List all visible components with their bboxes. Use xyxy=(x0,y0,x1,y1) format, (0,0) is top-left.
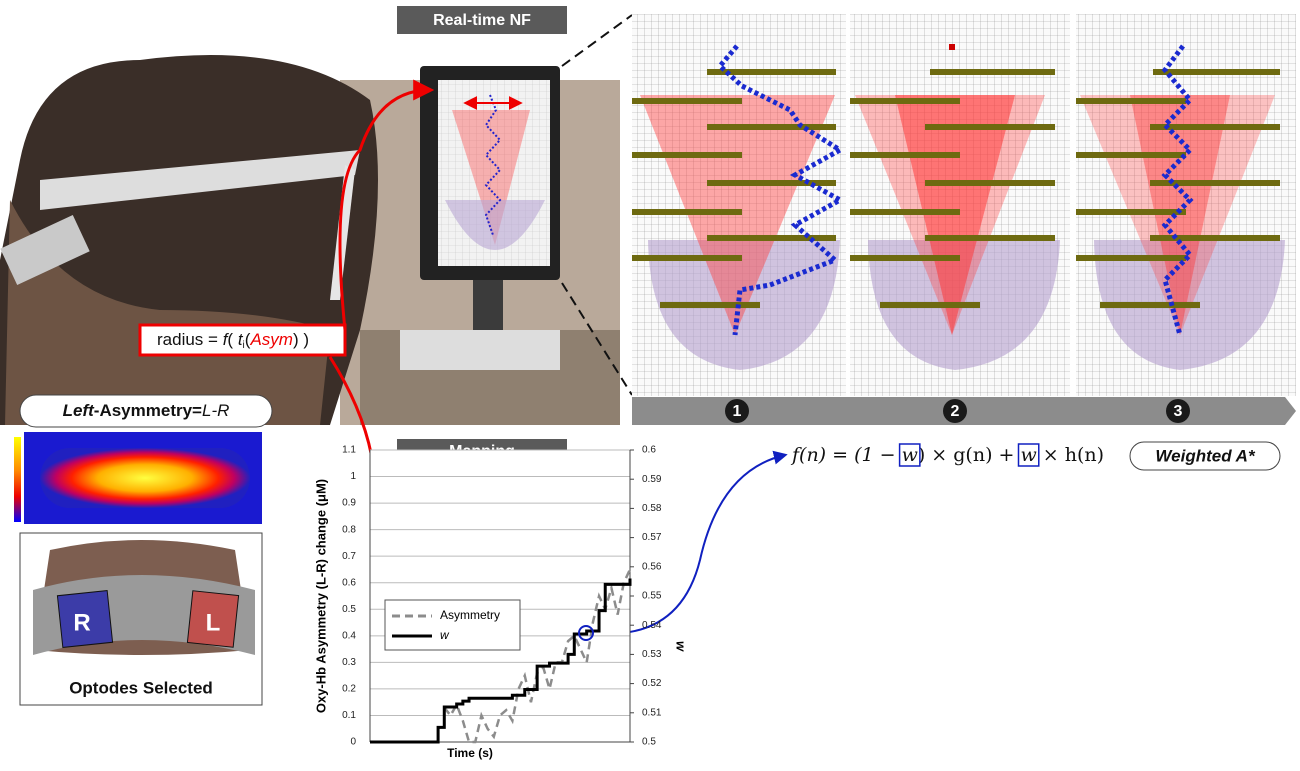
y-tick-label: 0.7 xyxy=(342,551,356,562)
y2-tick-label: 0.55 xyxy=(642,591,662,602)
y2-tick-label: 0.57 xyxy=(642,532,662,543)
formula-part: × h(n) xyxy=(1037,444,1104,466)
asym-left: Left xyxy=(63,401,96,420)
series-line xyxy=(370,578,632,744)
legend-label: w xyxy=(440,628,450,642)
y-tick-label: 0.1 xyxy=(342,710,356,721)
y-tick-label: 1 xyxy=(350,471,356,482)
zoom-line xyxy=(561,282,633,396)
radius-label: radius = f( ti(Asym) ) xyxy=(157,330,309,350)
y-tick-label: 0.9 xyxy=(342,498,356,509)
monitor xyxy=(400,66,560,370)
panel-label: 2 xyxy=(951,403,960,420)
formula-part: ) × g(n) + xyxy=(918,444,1021,466)
panel-label: 1 xyxy=(733,403,742,420)
y2-tick-label: 0.56 xyxy=(642,561,662,572)
asym-eq: -Asymmetry= xyxy=(94,401,202,420)
panel xyxy=(850,14,1070,396)
y-tick-label: 0.6 xyxy=(342,577,356,588)
y-axis-title: Oxy-Hb Asymmetry (L-R) change (μM) xyxy=(313,479,328,713)
asym-box xyxy=(19,394,273,428)
y2-tick-label: 0.58 xyxy=(642,503,662,514)
y-tick-label: 0.4 xyxy=(342,630,356,641)
formula-part: f(n) = (1 − xyxy=(790,444,902,466)
algo-box xyxy=(1129,441,1281,471)
formula: f(n) = (1 − w) × g(n) + w × h(n) xyxy=(790,444,1104,466)
algo-label: Weighted A* xyxy=(1155,446,1256,465)
y2-tick-label: 0.54 xyxy=(642,620,662,631)
legend xyxy=(384,599,521,651)
y2-tick-label: 0.5 xyxy=(642,737,656,748)
radius-sub: i xyxy=(243,340,245,351)
formula-w: w xyxy=(902,444,918,466)
optode-l: L xyxy=(206,609,221,636)
radius-paren: ( xyxy=(245,330,251,349)
y2-tick-label: 0.53 xyxy=(642,649,662,660)
radius-asym: Asym xyxy=(249,330,293,349)
radius-t: t xyxy=(238,330,244,349)
x-axis-title: Time (s) xyxy=(447,746,493,760)
y-tick-label: 0.8 xyxy=(342,524,356,535)
y2-axis-title: w xyxy=(674,641,689,652)
optode-r: R xyxy=(73,609,90,636)
title-box xyxy=(397,6,567,34)
asym-label: Left-Asymmetry=L-R xyxy=(63,401,230,420)
formula-w-box xyxy=(898,443,921,467)
asym-lr: L-R xyxy=(202,401,229,420)
y2-tick-label: 0.51 xyxy=(642,707,662,718)
radius-close: ) ) xyxy=(293,330,309,349)
panel xyxy=(1076,14,1296,396)
radius-text: radius = xyxy=(157,330,223,349)
legend-label: Asymmetry xyxy=(440,608,500,622)
y-tick-label: 0.3 xyxy=(342,657,356,668)
highlight xyxy=(578,625,594,641)
formula-w: w xyxy=(1021,444,1037,466)
arrow xyxy=(338,79,435,331)
heatmap xyxy=(14,432,262,524)
title: Real-time NF xyxy=(433,12,531,29)
mapping-chart: 0 0.1 0.2 0.3 0.4 0.5 0.6 0.7 0.8 0.9 1 1.1 0.5 0.51 0… xyxy=(313,445,688,761)
y-tick-label: 0.5 xyxy=(342,604,356,615)
panels xyxy=(632,14,1296,425)
y-tick-label: 0 xyxy=(350,737,356,748)
optode-caption: Optodes Selected xyxy=(69,678,213,697)
formula-w-box xyxy=(1017,443,1040,467)
radius-paren: ( xyxy=(227,330,237,349)
arrow xyxy=(596,450,788,635)
panel xyxy=(632,14,846,396)
y2-tick-label: 0.52 xyxy=(642,678,662,689)
zoom-line xyxy=(561,14,633,67)
y-tick-label: 1.1 xyxy=(342,445,356,456)
y2-tick-label: 0.6 xyxy=(642,445,656,456)
y2-tick-label: 0.59 xyxy=(642,474,662,485)
plot-area xyxy=(370,450,630,742)
panel-label: 3 xyxy=(1174,403,1183,420)
radius-box xyxy=(138,323,347,357)
y-tick-label: 0.2 xyxy=(342,684,356,695)
radius-f: f xyxy=(223,330,230,349)
headband xyxy=(19,532,263,706)
